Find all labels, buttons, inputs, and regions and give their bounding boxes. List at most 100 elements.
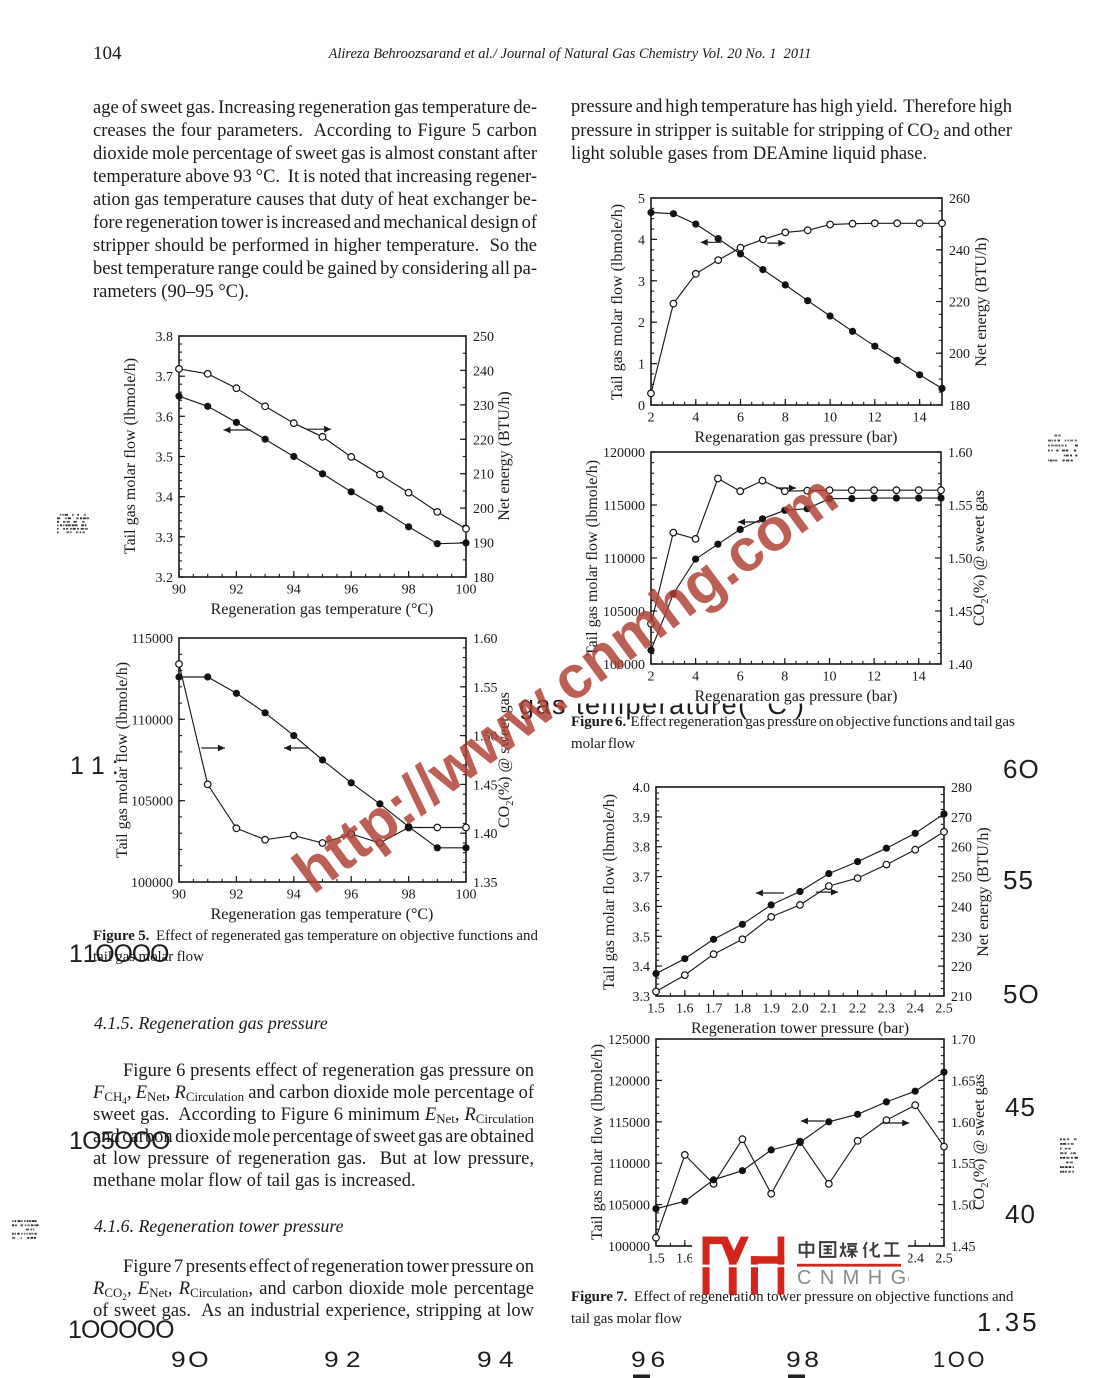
svg-text:1.55: 1.55 [473, 681, 498, 696]
svg-text:4: 4 [692, 411, 699, 426]
svg-text:2: 2 [648, 411, 655, 426]
svg-text:1.70: 1.70 [951, 1033, 976, 1048]
svg-text:1: 1 [638, 358, 645, 373]
svg-text:14: 14 [913, 411, 927, 426]
svg-text:Tail gas molar flow (lbmole/h): Tail gas molar flow (lbmole/h) [584, 460, 601, 656]
svg-text:6: 6 [737, 411, 744, 426]
svg-text:115000: 115000 [604, 499, 645, 514]
svg-text:4: 4 [638, 233, 645, 248]
svg-text:1.50: 1.50 [473, 730, 498, 745]
svg-text:3.7: 3.7 [156, 370, 174, 385]
svg-text:1.50: 1.50 [948, 552, 973, 567]
svg-text:3: 3 [638, 275, 645, 290]
svg-text:125000: 125000 [608, 1033, 650, 1048]
svg-text:14: 14 [912, 670, 926, 685]
svg-text:240: 240 [951, 900, 972, 915]
svg-text:90: 90 [172, 888, 186, 903]
svg-text:3.6: 3.6 [156, 410, 174, 425]
svg-text:2.2: 2.2 [849, 1002, 867, 1017]
svg-text:250: 250 [473, 330, 494, 345]
svg-text:10: 10 [823, 670, 837, 685]
svg-text:8: 8 [781, 670, 788, 685]
svg-text:3.3: 3.3 [156, 531, 174, 546]
svg-text:3.4: 3.4 [633, 960, 651, 975]
svg-text:1.6: 1.6 [676, 1252, 694, 1267]
svg-text:Tail gas molar flow (lbmole/h): Tail gas molar flow (lbmole/h) [609, 204, 626, 400]
svg-text:250: 250 [951, 871, 972, 886]
svg-text:1.5: 1.5 [647, 1252, 665, 1267]
svg-text:110000: 110000 [604, 552, 645, 567]
svg-text:230: 230 [951, 930, 972, 945]
svg-text:5: 5 [638, 192, 645, 207]
svg-text:3.7: 3.7 [633, 871, 651, 886]
svg-text:1.55: 1.55 [951, 1157, 976, 1172]
svg-text:260: 260 [951, 841, 972, 856]
svg-text:120000: 120000 [603, 446, 645, 461]
svg-text:Tail gas molar flow (lbmole/h): Tail gas molar flow (lbmole/h) [589, 1044, 606, 1240]
svg-text:12: 12 [868, 411, 882, 426]
svg-text:94: 94 [287, 583, 301, 598]
svg-text:2.4: 2.4 [906, 1252, 924, 1267]
svg-text:270: 270 [951, 811, 972, 826]
svg-text:1.5: 1.5 [647, 1002, 665, 1017]
svg-text:3.3: 3.3 [633, 990, 651, 1005]
svg-text:Regeneration tower pressure (b: Regeneration tower pressure (bar) [691, 1020, 909, 1037]
svg-text:3.2: 3.2 [156, 571, 174, 586]
svg-text:1.45: 1.45 [473, 778, 498, 793]
svg-text:10: 10 [823, 411, 837, 426]
svg-text:2.5: 2.5 [935, 1002, 953, 1017]
svg-text:180: 180 [949, 399, 970, 414]
svg-text:1.7: 1.7 [705, 1002, 723, 1017]
svg-text:220: 220 [949, 296, 970, 311]
svg-text:1.60: 1.60 [951, 1116, 976, 1131]
svg-text:92: 92 [229, 888, 243, 903]
svg-text:Net energy (BTU/h): Net energy (BTU/h) [496, 391, 513, 520]
svg-text:220: 220 [473, 433, 494, 448]
svg-text:230: 230 [473, 399, 494, 414]
svg-text:6: 6 [737, 670, 744, 685]
svg-text:4: 4 [692, 670, 699, 685]
svg-text:Net energy (BTU/h): Net energy (BTU/h) [973, 237, 990, 366]
svg-text:100: 100 [456, 583, 477, 598]
svg-text:3.8: 3.8 [633, 841, 651, 856]
svg-text:1.55: 1.55 [948, 499, 973, 514]
svg-text:200: 200 [473, 502, 494, 517]
svg-text:92: 92 [229, 583, 243, 598]
svg-text:98: 98 [402, 888, 416, 903]
svg-text:105000: 105000 [603, 605, 645, 620]
svg-text:260: 260 [949, 192, 970, 207]
svg-text:3.9: 3.9 [633, 811, 651, 826]
svg-text:210: 210 [951, 990, 972, 1005]
svg-text:96: 96 [344, 583, 358, 598]
svg-text:2: 2 [638, 316, 645, 331]
svg-text:200: 200 [949, 347, 970, 362]
svg-text:120000: 120000 [608, 1074, 650, 1089]
svg-text:1.45: 1.45 [948, 605, 973, 620]
svg-text:1.8: 1.8 [734, 1002, 752, 1017]
svg-text:100000: 100000 [131, 876, 173, 891]
svg-text:Regenaration gas pressure (bar: Regenaration gas pressure (bar) [694, 688, 897, 705]
svg-text:3.6: 3.6 [633, 900, 651, 915]
svg-text:0: 0 [638, 399, 645, 414]
svg-text:1.40: 1.40 [473, 827, 498, 842]
svg-text:Net energy (BTU/h): Net energy (BTU/h) [975, 827, 992, 956]
svg-text:2: 2 [648, 670, 655, 685]
svg-text:90: 90 [172, 583, 186, 598]
svg-text:2.3: 2.3 [878, 1002, 896, 1017]
svg-text:1.9: 1.9 [762, 1002, 780, 1017]
svg-text:8: 8 [782, 411, 789, 426]
svg-text:110000: 110000 [132, 713, 173, 728]
svg-text:280: 280 [951, 781, 972, 796]
svg-text:210: 210 [473, 468, 494, 483]
svg-text:98: 98 [402, 583, 416, 598]
svg-text:2.5: 2.5 [935, 1252, 953, 1267]
svg-text:96: 96 [344, 888, 358, 903]
svg-text:1.35: 1.35 [473, 876, 498, 891]
svg-text:2.0: 2.0 [791, 1002, 809, 1017]
svg-text:1.60: 1.60 [948, 446, 973, 461]
svg-text:105000: 105000 [608, 1199, 650, 1214]
svg-text:2.1: 2.1 [820, 1002, 838, 1017]
svg-text:Regeneration gas temperature (: Regeneration gas temperature (°C) [211, 906, 434, 923]
svg-text:2.4: 2.4 [906, 1002, 924, 1017]
svg-text:1.60: 1.60 [473, 632, 498, 647]
